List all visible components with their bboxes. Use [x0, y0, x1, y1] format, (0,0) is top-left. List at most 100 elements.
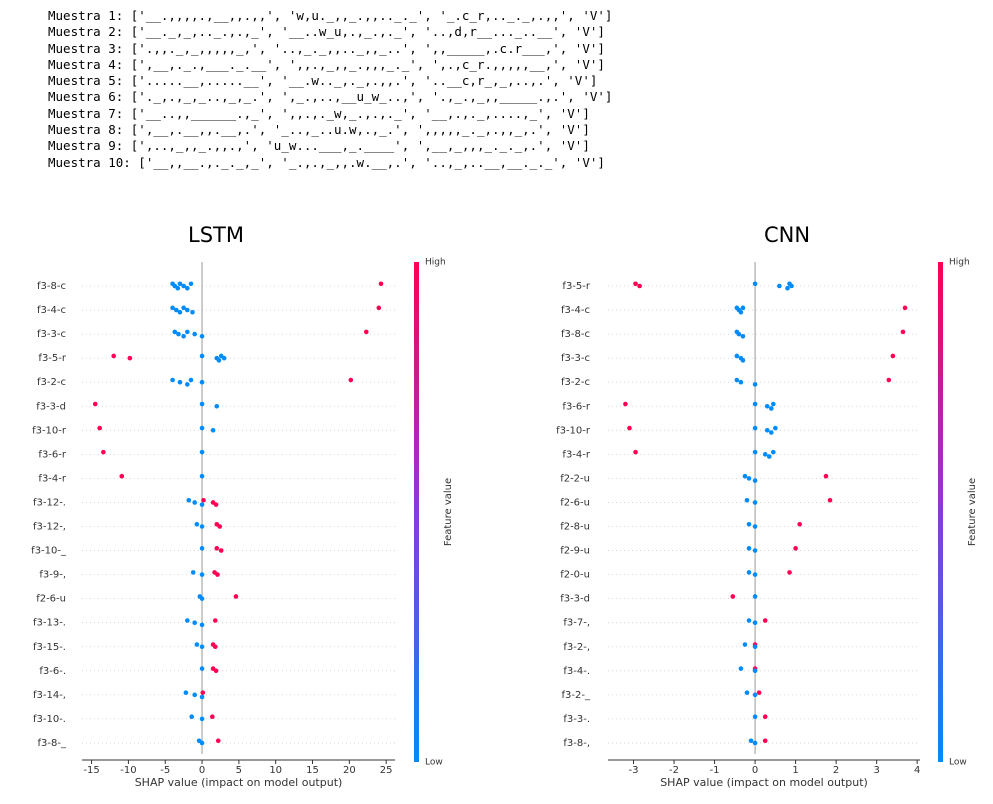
- dot: [740, 334, 746, 339]
- dot: [214, 403, 220, 409]
- dot: [633, 281, 638, 287]
- y-tick-label: f3-3-d: [36, 401, 66, 412]
- dot: [827, 497, 833, 503]
- dot: [348, 377, 354, 383]
- dot: [192, 620, 197, 626]
- x-tick-label: 20: [343, 765, 356, 776]
- y-tick-label: f3-4-.: [563, 666, 590, 677]
- dot: [363, 329, 369, 335]
- x-tick-label: -5: [160, 765, 170, 776]
- y-tick-label: f3-2-,: [563, 642, 590, 653]
- dot: [199, 644, 205, 650]
- dot: [752, 668, 758, 674]
- dot: [752, 572, 758, 577]
- dot: [183, 690, 189, 695]
- dot: [181, 305, 186, 311]
- dot: [752, 620, 758, 626]
- dot: [890, 353, 896, 359]
- dot: [785, 285, 790, 291]
- y-tick-label: f3-5-r: [562, 281, 590, 292]
- y-tick-label: f3-6-r: [38, 449, 66, 460]
- dot: [752, 740, 758, 746]
- dot: [734, 377, 740, 383]
- y-tick-label: f3-3-c: [37, 329, 66, 340]
- dot: [752, 714, 758, 720]
- y-tick-label: f3-10-r: [556, 425, 591, 436]
- y-tick-label: f3-9-,: [39, 570, 66, 581]
- x-tick-label: -10: [120, 765, 136, 776]
- x-tick-label: 25: [380, 765, 393, 776]
- y-tick-label: f3-8-c: [561, 329, 590, 340]
- y-tick-label: f3-3-.: [563, 714, 590, 725]
- dot: [210, 714, 215, 720]
- dot: [170, 377, 175, 383]
- dot: [762, 714, 768, 720]
- dot: [97, 425, 102, 431]
- dot: [185, 307, 190, 313]
- y-tick-label: f3-6-.: [39, 666, 66, 677]
- chart-title: CNN: [764, 223, 810, 247]
- y-tick-label: f3-4-c: [561, 305, 590, 316]
- dot: [793, 546, 798, 551]
- dot: [742, 473, 748, 479]
- printout-line: Muestra 8: [',__,.__,,.__,.', '_..,_..u.…: [48, 122, 590, 138]
- dot: [752, 382, 758, 387]
- dot: [199, 379, 205, 385]
- dot: [92, 401, 98, 407]
- x-tick-label: 0: [752, 765, 758, 776]
- dot: [199, 694, 205, 700]
- x-tick-label: 4: [914, 765, 920, 776]
- y-tick-label: f3-10-_: [31, 546, 67, 557]
- x-tick-label: 15: [306, 765, 319, 776]
- dot: [188, 281, 194, 287]
- dot: [744, 497, 750, 503]
- dot: [746, 570, 752, 575]
- dot: [740, 358, 746, 363]
- dot: [378, 281, 384, 287]
- dot: [201, 497, 206, 503]
- dot: [185, 329, 190, 335]
- y-tick-label: f3-15-.: [33, 642, 66, 653]
- dot: [752, 594, 758, 599]
- x-tick-label: 3: [873, 765, 879, 776]
- dot: [218, 548, 224, 553]
- dot: [177, 281, 183, 287]
- dot: [221, 355, 227, 361]
- y-tick-label: f3-10-.: [33, 714, 66, 725]
- dot: [748, 738, 754, 744]
- dot: [902, 305, 908, 311]
- dot: [101, 449, 106, 455]
- y-tick-label: f3-8-c: [37, 281, 66, 292]
- dot: [738, 379, 744, 385]
- y-tick-label: f2-6-u: [560, 497, 590, 508]
- y-tick-label: f2-2-u: [560, 473, 590, 484]
- dot: [199, 502, 205, 507]
- x-tick-label: -2: [669, 765, 679, 776]
- y-tick-label: f3-12-.: [33, 497, 66, 508]
- y-tick-label: f2-6-u: [36, 594, 66, 605]
- dot: [752, 281, 758, 287]
- printout-line: Muestra 10: ['__,,__.,._._,_', '_.,.,_,,…: [48, 154, 605, 170]
- y-tick-label: f3-7-,: [563, 618, 590, 629]
- dot: [199, 572, 205, 577]
- dot: [886, 377, 892, 383]
- dot: [777, 283, 782, 289]
- dot: [734, 353, 740, 359]
- dot: [744, 690, 750, 695]
- dot: [186, 497, 192, 503]
- x-tick-label: -3: [629, 765, 639, 776]
- dot: [111, 353, 116, 359]
- y-tick-label: f3-8-,: [563, 738, 590, 749]
- dot: [199, 716, 205, 722]
- dot: [119, 473, 125, 479]
- dot: [900, 329, 906, 335]
- dot: [210, 428, 216, 433]
- dot: [199, 596, 205, 601]
- dot: [213, 668, 219, 674]
- dot: [773, 425, 778, 431]
- dot: [738, 666, 744, 671]
- dot: [771, 401, 776, 407]
- dot: [190, 309, 195, 315]
- dot: [192, 331, 197, 337]
